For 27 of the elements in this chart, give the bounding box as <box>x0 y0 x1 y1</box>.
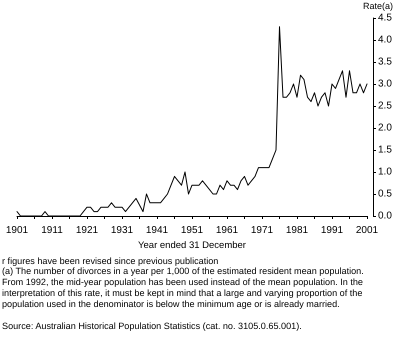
source-note: Source: Australian Historical Population Statistics (cat. no. 3105.0.65.001). <box>2 320 303 332</box>
x-tick-label: 1911 <box>41 225 64 236</box>
x-tick-label: 1951 <box>180 225 204 236</box>
x-tick-label: 1921 <box>76 225 99 236</box>
x-tick-label: 1901 <box>6 225 29 236</box>
text: (a) The number of divorces in a year per 1,000 of the estimated resident mean population. From 1992, the mid-year population has been used instead of the mean population. In the interpretation of this rate, it must be kept in mind that a large and varying proportion of the population used in the denominator is below the minimum age or is already married. <box>2 266 365 310</box>
x-tick-label: 1991 <box>320 225 344 236</box>
y-tick-label: 1.5 <box>378 144 392 156</box>
x-tick-label: 1961 <box>216 225 239 236</box>
text: r figures have been revised since previous publication <box>2 256 220 266</box>
y-axis-title: Rate(a) <box>362 1 393 11</box>
x-tick-label: 1941 <box>146 225 169 236</box>
line-series <box>16 26 368 216</box>
y-tick-label: 1.0 <box>378 166 392 178</box>
x-tick-label: 1981 <box>286 225 309 236</box>
y-tick-label: 2.0 <box>378 122 392 134</box>
y-tick-label: 2.5 <box>378 100 392 112</box>
y-tick-label: 3.0 <box>378 78 392 90</box>
y-tick-label: 0.0 <box>378 210 392 222</box>
y-tick-label: 0.5 <box>378 188 392 200</box>
x-tick-label: 2001 <box>356 225 379 236</box>
x-tick-label: 1931 <box>110 225 134 236</box>
y-tick-label: 4.0 <box>378 34 392 46</box>
y-tick-label: 3.5 <box>378 56 392 68</box>
y-tick-label: 4.5 <box>378 12 392 24</box>
x-tick-label: 1971 <box>250 225 274 236</box>
x-axis-title: Year ended 31 December <box>138 240 246 251</box>
